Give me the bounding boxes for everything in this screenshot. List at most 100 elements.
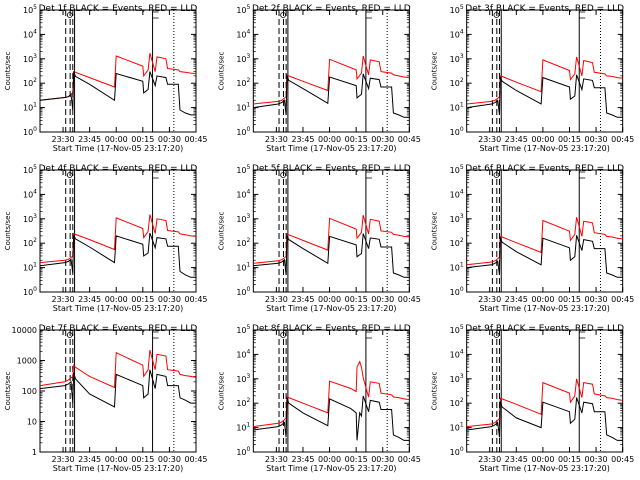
attenuator-marker: [493, 332, 500, 338]
x-tick-label: 00:30: [158, 455, 181, 464]
x-tick-label: 00:15: [345, 295, 368, 304]
x-tick-label: 00:15: [131, 455, 154, 464]
y-tick-label: 102: [450, 77, 464, 88]
y-tick-label: 104: [236, 28, 250, 39]
x-tick-label: 00:00: [531, 135, 554, 144]
attenuator-marker: [493, 172, 500, 178]
x-tick-label: 23:45: [291, 455, 314, 464]
x-tick-label: 23:30: [52, 295, 75, 304]
y-axis-label: Counts/sec: [217, 212, 225, 251]
x-tick-label: 00:00: [318, 455, 341, 464]
x-tick-label: 00:15: [558, 295, 581, 304]
x-tick-label: 00:30: [371, 135, 394, 144]
y-tick-label: 102: [450, 397, 464, 408]
series-black-events: [466, 235, 623, 278]
chart-title: Det 4f BLACK = Events, RED = LLD: [39, 164, 198, 174]
chart-panel-4: Det 4f BLACK = Events, RED = LLD 100 101 10…: [4, 164, 208, 313]
series-red-lld: [466, 217, 623, 266]
series-red-lld: [40, 349, 196, 389]
chart-panel-9: Det 9f BLACK = Events, RED = LLD 100 101 10…: [431, 324, 635, 473]
y-tick-label: 101: [450, 422, 464, 433]
y-tick-label: 102: [23, 237, 37, 248]
x-tick-label: 23:45: [291, 295, 314, 304]
plot-frame: [252, 329, 410, 453]
attenuator-marker: [280, 172, 287, 178]
y-axis-label: Counts/sec: [4, 212, 12, 251]
x-tick-label: 00:45: [398, 295, 421, 304]
x-tick-label: 00:15: [558, 135, 581, 144]
y-tick-label: 105: [236, 4, 250, 15]
x-tick-label: 23:30: [265, 135, 288, 144]
y-tick-label: 100: [23, 126, 37, 137]
chart-title: Det 9f BLACK = Events, RED = LLD: [465, 324, 624, 334]
y-tick-label: 101: [236, 102, 250, 113]
y-tick-label: 101: [236, 262, 250, 273]
x-axis-label: Start Time (17-Nov-05 23:17:20): [53, 304, 183, 313]
y-axis-label: Counts/sec: [431, 52, 439, 91]
chart-panel-6: Det 6f BLACK = Events, RED = LLD 100 101 10…: [431, 164, 635, 313]
y-axis-label: Counts/sec: [217, 52, 225, 91]
plot-frame: [39, 9, 197, 133]
y-tick-label: 102: [236, 397, 250, 408]
series-black-events: [253, 73, 410, 118]
x-tick-label: 00:15: [345, 455, 368, 464]
x-axis-label: Start Time (17-Nov-05 23:17:20): [479, 464, 609, 473]
attenuator-marker: [66, 12, 73, 18]
y-tick-label: 100: [450, 126, 464, 137]
y-tick-label: 103: [236, 373, 250, 384]
x-tick-label: 23:30: [52, 455, 75, 464]
chart-panel-7: Det 7f BLACK = Events, RED = LLD 1 10 100 10…: [4, 324, 208, 473]
series-black-events: [466, 397, 623, 441]
y-tick-label: 105: [23, 164, 37, 175]
x-tick-label: 00:30: [585, 295, 608, 304]
x-tick-label: 00:30: [371, 295, 394, 304]
series-red-lld: [40, 214, 196, 264]
x-tick-label: 23:30: [52, 135, 75, 144]
x-tick-label: 23:45: [505, 455, 528, 464]
x-axis-label: Start Time (17-Nov-05 23:17:20): [479, 304, 609, 313]
chart-title: Det 8f BLACK = Events, RED = LLD: [252, 324, 411, 334]
chart-title: Det 2f BLACK = Events, RED = LLD: [252, 4, 411, 14]
plot-frame: [466, 329, 624, 453]
y-tick-label: 100: [450, 286, 464, 297]
y-tick-label: 100: [450, 446, 464, 457]
attenuator-marker: [280, 332, 287, 338]
y-tick-label: 104: [23, 188, 37, 199]
x-tick-label: 00:45: [398, 455, 421, 464]
attenuator-marker: [493, 12, 500, 18]
y-tick-label: 104: [236, 188, 250, 199]
attenuator-marker: [66, 172, 73, 178]
plot-frame: [466, 169, 624, 293]
series-red-lld: [253, 215, 410, 264]
saa-marker: [152, 171, 159, 179]
y-tick-label: 101: [450, 262, 464, 273]
y-tick-label: 104: [23, 28, 37, 39]
y-tick-label: 104: [450, 348, 464, 359]
x-tick-label: 00:15: [345, 135, 368, 144]
saa-marker: [152, 11, 159, 19]
x-tick-label: 00:30: [585, 455, 608, 464]
y-tick-label: 104: [236, 348, 250, 359]
chart-panel-8: Det 8f BLACK = Events, RED = LLD 100 101 10…: [217, 324, 421, 473]
y-axis-label: Counts/sec: [431, 372, 439, 411]
series-red-lld: [40, 53, 196, 101]
y-axis-label: Counts/sec: [431, 212, 439, 251]
x-tick-label: 23:30: [478, 455, 501, 464]
x-tick-label: 00:00: [105, 135, 128, 144]
y-tick-label: 105: [236, 164, 250, 175]
saa-marker: [365, 171, 372, 179]
y-tick-label: 103: [450, 213, 464, 224]
y-axis-label: Counts/sec: [217, 372, 225, 411]
x-tick-label: 00:45: [611, 295, 634, 304]
x-axis-label: Start Time (17-Nov-05 23:17:20): [266, 464, 396, 473]
x-tick-label: 00:00: [105, 455, 128, 464]
chart-title: Det 7f BLACK = Events, RED = LLD: [39, 324, 198, 334]
x-axis-label: Start Time (17-Nov-05 23:17:20): [266, 144, 396, 153]
y-tick-label: 104: [450, 188, 464, 199]
saa-marker: [579, 171, 586, 179]
saa-marker: [365, 331, 372, 339]
x-tick-label: 00:00: [531, 295, 554, 304]
y-tick-label: 100: [236, 126, 250, 137]
x-tick-label: 23:30: [478, 295, 501, 304]
x-tick-label: 00:15: [131, 135, 154, 144]
